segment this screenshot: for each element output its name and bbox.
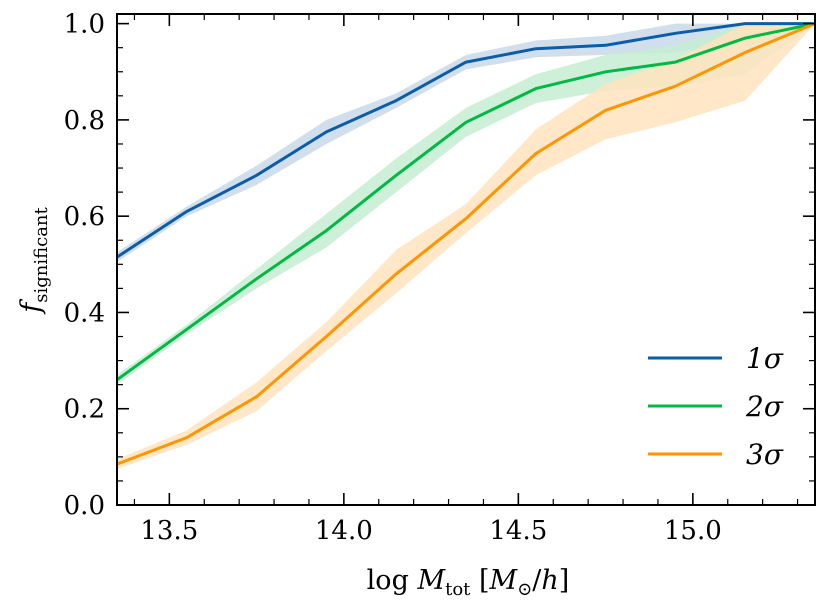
band-3sigma	[117, 23, 815, 469]
axes-frame	[116, 13, 816, 506]
line-3sigma	[116, 22, 816, 466]
plot-frame	[116, 13, 816, 506]
line-2sigma	[116, 22, 816, 382]
x-tick-label: 14.5	[489, 516, 547, 546]
y-tick-label: 0.0	[64, 491, 105, 521]
y-tick-label: 0.8	[64, 106, 105, 136]
x-axis-label: log Mtot [M⊙/h]	[367, 565, 570, 600]
legend: 1σ 2σ 3σ	[648, 342, 784, 471]
x-tick-label: 15.0	[664, 516, 722, 546]
legend-label-2sigma: 2σ	[745, 390, 784, 423]
y-tick-label: 0.2	[64, 395, 105, 425]
legend-label-3sigma: 3σ	[746, 438, 784, 471]
line-1sigma	[116, 22, 815, 259]
x-axis: 13.5 14.0 14.5 15.0	[133, 14, 799, 546]
y-tick-label: 0.6	[64, 202, 105, 232]
x-tick-label: 13.5	[140, 516, 198, 546]
series-lines	[116, 22, 816, 466]
confidence-bands	[117, 23, 815, 469]
y-tick-label: 0.4	[64, 298, 105, 328]
y-axis: 0.0 0.2 0.4 0.6 0.8 1.0	[64, 10, 815, 521]
legend-label-1sigma: 1σ	[746, 342, 784, 375]
y-tick-label: 1.0	[64, 10, 105, 40]
y-axis-label: fsignificant	[16, 206, 52, 314]
x-tick-label: 14.0	[315, 516, 373, 546]
